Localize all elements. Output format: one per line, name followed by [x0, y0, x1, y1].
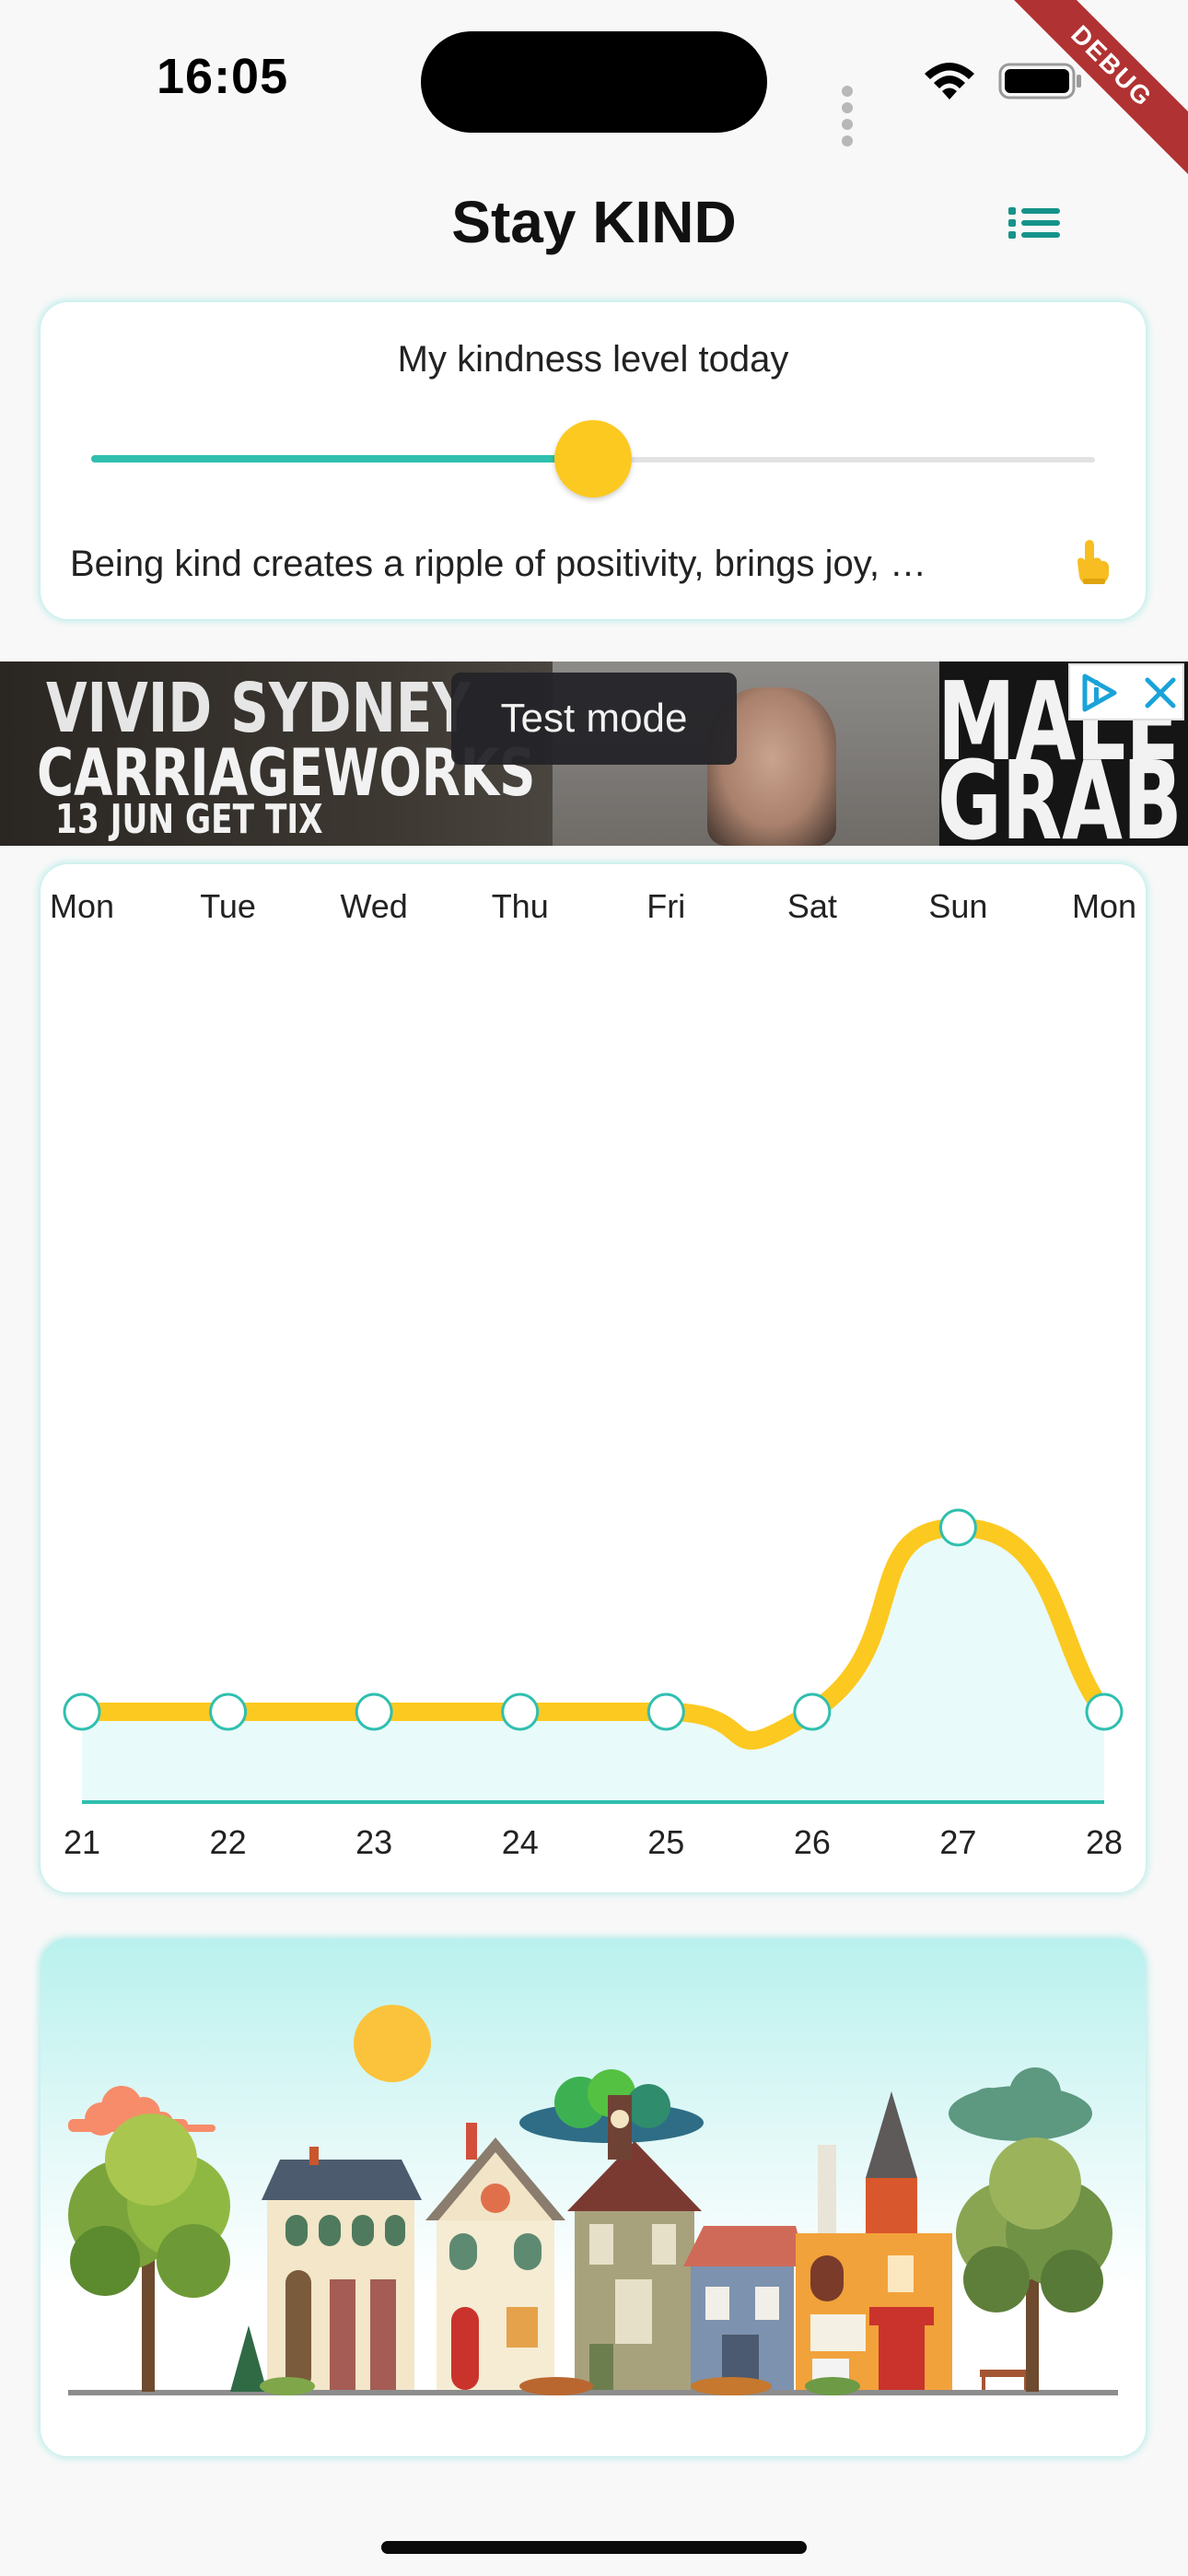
tree-left-icon — [68, 2113, 230, 2392]
kindness-slider-thumb[interactable] — [554, 420, 632, 498]
house-1-icon — [262, 2147, 422, 2390]
chart-point — [355, 1692, 393, 1731]
bushes-icon — [260, 2377, 860, 2395]
chart-date-label: 23 — [355, 1823, 392, 1861]
chart-day-label: Mon — [1072, 887, 1136, 925]
town-illustration — [68, 2005, 1118, 2395]
weekly-kindness-chart: Mon Tue Wed Thu Fri Sat Sun Mon 21 22 23 24 25 26 27 28 — [50, 887, 1136, 1861]
sun-icon — [354, 2005, 431, 2082]
signal-dots-icon — [842, 85, 858, 151]
chart-date-label: 25 — [647, 1823, 684, 1861]
chart-day-label: Tue — [200, 887, 256, 925]
chart-date-label: 21 — [64, 1823, 100, 1861]
kindness-card: My kindness level today Being kind creat… — [41, 302, 1146, 619]
ad-test-mode-label: Test mode — [451, 673, 737, 765]
weekly-chart-card: Mon Tue Wed Thu Fri Sat Sun Mon 21 22 23 24 25 26 27 28 — [41, 864, 1146, 1892]
house-5-icon — [796, 2091, 952, 2390]
chart-point — [501, 1692, 540, 1731]
chart-day-label: Mon — [50, 887, 114, 925]
chart-day-label: Sun — [928, 887, 987, 925]
chart-date-label: 27 — [939, 1823, 976, 1861]
chart-day-label: Sat — [787, 887, 837, 925]
close-icon[interactable] — [1142, 674, 1179, 711]
chart-point — [793, 1692, 832, 1731]
chart-day-label: Fri — [646, 887, 685, 925]
dynamic-island — [421, 31, 767, 133]
town-illustration-card — [41, 1938, 1146, 2456]
ground — [68, 2390, 1118, 2395]
ad-right-line-2: GRAB — [938, 737, 1182, 846]
ad-choices[interactable] — [1068, 663, 1184, 720]
chart-date-label: 24 — [502, 1823, 539, 1861]
house-3-icon — [567, 2095, 702, 2390]
home-indicator[interactable] — [381, 2541, 807, 2554]
page-title: Stay KIND — [451, 189, 737, 255]
chart-day-label: Wed — [340, 887, 407, 925]
chart-point — [63, 1692, 101, 1731]
tree-right-icon — [956, 2137, 1112, 2392]
chart-point — [938, 1508, 977, 1547]
small-pine-icon — [230, 2325, 267, 2392]
chart-date-label: 28 — [1086, 1823, 1123, 1861]
chart-date-label: 26 — [794, 1823, 831, 1861]
chart-point — [1085, 1692, 1124, 1731]
bench-icon — [980, 2370, 1030, 2390]
house-4-icon — [683, 2226, 807, 2390]
ad-line-3: 13 JUN GET TIX — [55, 796, 323, 843]
pointing-hand-icon[interactable] — [1072, 538, 1112, 586]
chart-date-label: 22 — [210, 1823, 247, 1861]
chart-day-label: Thu — [492, 887, 549, 925]
chart-point — [209, 1692, 248, 1731]
kindness-title: My kindness level today — [397, 339, 789, 380]
ad-choices-icon[interactable] — [1079, 673, 1120, 713]
chart-area-fill — [82, 1528, 1104, 1802]
wifi-icon — [925, 63, 974, 100]
cloud-right-icon — [949, 2067, 1092, 2141]
chart-point — [646, 1692, 685, 1731]
kindness-message[interactable]: Being kind creates a ripple of positivit… — [70, 544, 927, 584]
list-icon[interactable] — [1007, 205, 1062, 241]
house-2-icon — [425, 2123, 565, 2390]
kindness-slider-fill — [91, 455, 593, 463]
ad-line-1: VIVID SYDNEY — [46, 669, 472, 748]
battery-icon — [998, 63, 1081, 100]
status-time: 16:05 — [157, 49, 289, 104]
status-bar: 16:05 DEBUG — [0, 0, 1188, 177]
